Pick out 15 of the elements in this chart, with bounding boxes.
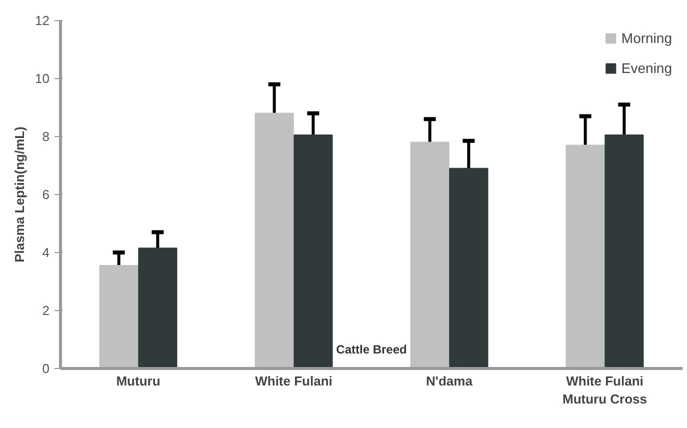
- y-axis-title: Plasma Leptin(ng/mL): [12, 126, 28, 262]
- legend-label: Morning: [621, 30, 672, 46]
- x-tick-label: White Fulani: [255, 374, 332, 388]
- x-tick-label: Muturu: [116, 374, 160, 388]
- y-tick-label: 8: [42, 129, 50, 144]
- y-tick-label: 12: [35, 13, 50, 28]
- x-tick-label: N'dama: [426, 374, 474, 388]
- y-tick-label: 2: [42, 303, 50, 318]
- legend-label: Evening: [621, 60, 672, 76]
- y-tick-label: 10: [35, 71, 50, 86]
- y-tick-label: 6: [42, 187, 50, 202]
- x-axis-title: Cattle Breed: [336, 342, 407, 356]
- y-tick-label: 0: [42, 361, 50, 376]
- y-tick-label: 4: [42, 245, 50, 260]
- x-tick-label: White Fulani Muturu Cross: [562, 374, 647, 406]
